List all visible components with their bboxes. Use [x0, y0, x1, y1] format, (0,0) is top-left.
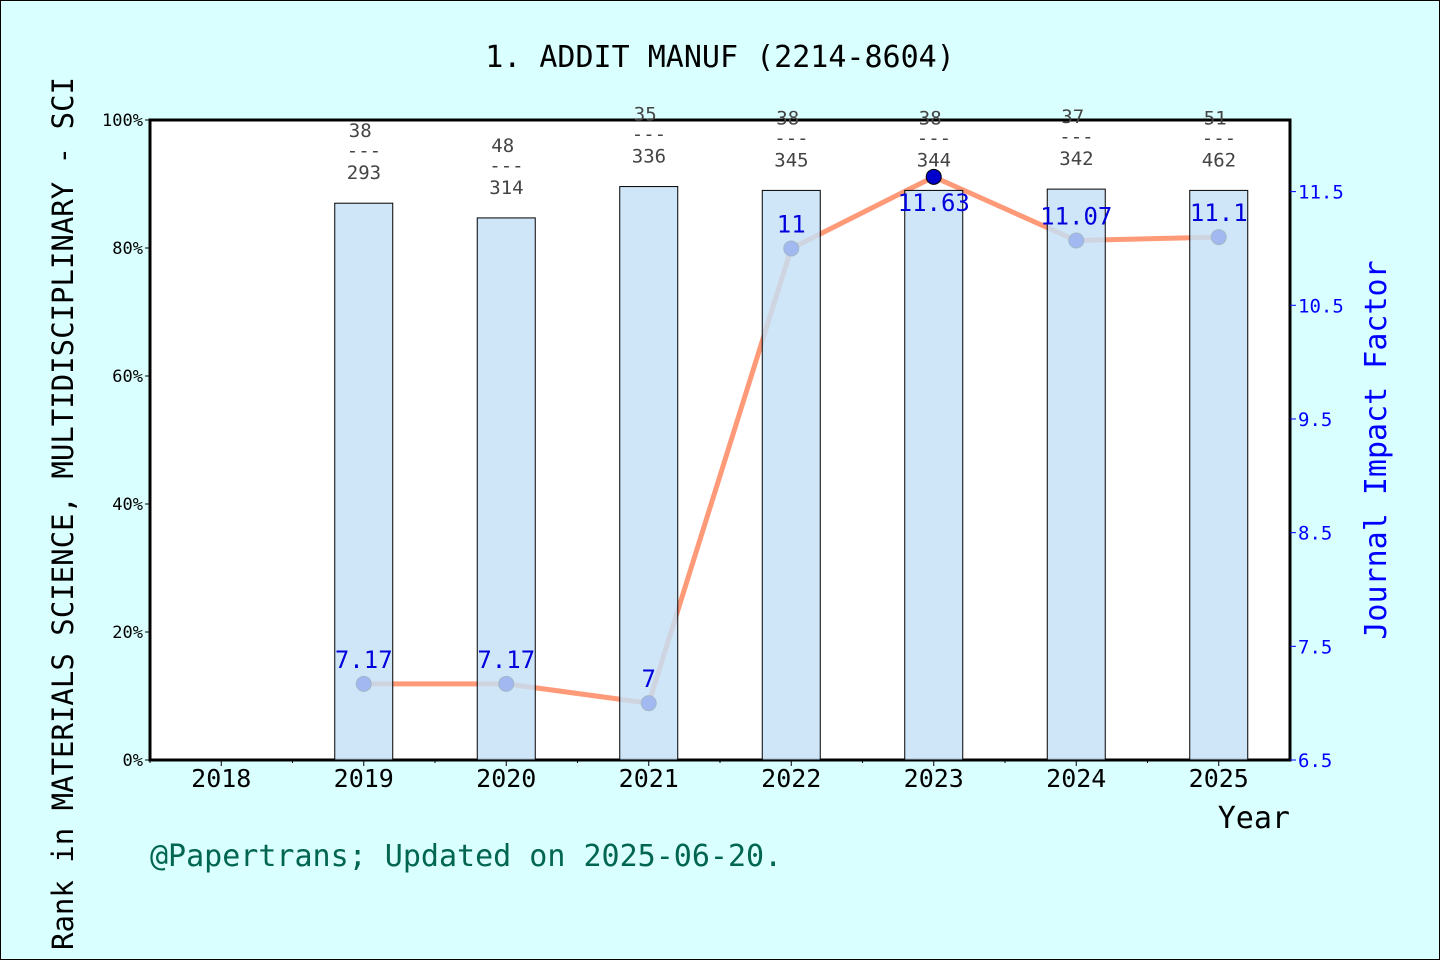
impact-factor-label: 11.63 [898, 189, 970, 217]
rank-label: 38 [776, 107, 799, 129]
impact-factor-point [925, 168, 942, 185]
rank-label: 48 [491, 135, 514, 157]
rank-bar [619, 186, 679, 761]
y-right-tick-label: 11.5 [1298, 182, 1344, 204]
y-right-tick-label: 10.5 [1298, 295, 1344, 317]
rank-divider: --- [1202, 127, 1236, 149]
y-left-tick-label: 40% [112, 495, 143, 515]
x-tick-label: 2019 [334, 764, 394, 793]
y-right-tick-label: 7.5 [1298, 636, 1332, 658]
impact-factor-label: 7 [642, 665, 656, 693]
y-left-tick-label: 80% [112, 239, 143, 259]
total-label: 462 [1202, 149, 1236, 171]
x-tick-label: 2021 [619, 764, 679, 793]
y-right-tick-label: 6.5 [1298, 750, 1332, 772]
y-right-tick-label: 8.5 [1298, 523, 1332, 545]
rank-label: 35 [634, 104, 657, 126]
total-label: 336 [632, 146, 666, 168]
y-left-tick-label: 0% [123, 751, 143, 771]
y-left-tick-label: 60% [112, 367, 143, 387]
total-label: 344 [917, 149, 951, 171]
rank-divider: --- [347, 140, 381, 162]
rank-label: 38 [349, 120, 372, 142]
total-label: 314 [489, 177, 523, 199]
plot-area [148, 118, 1292, 762]
total-label: 293 [347, 162, 381, 184]
rank-bar [334, 202, 394, 761]
impact-factor-label: 11.07 [1040, 202, 1112, 230]
rank-label: 51 [1204, 107, 1227, 129]
rank-label: 38 [919, 107, 942, 129]
y-right-tick-label: 9.5 [1298, 409, 1332, 431]
rank-bar [1046, 188, 1106, 761]
x-tick-label: 2020 [476, 764, 536, 793]
y-axis-left-label: Rank in MATERIALS SCIENCE, MULTIDISCIPLI… [46, 77, 80, 950]
rank-bar [761, 189, 821, 761]
x-tick-label: 2024 [1046, 764, 1106, 793]
x-tick-label: 2022 [761, 764, 821, 793]
x-tick-label: 2025 [1189, 764, 1249, 793]
rank-bar [1189, 189, 1249, 761]
rank-divider: --- [917, 127, 951, 149]
rank-divider: --- [632, 124, 666, 146]
rank-divider: --- [489, 155, 523, 177]
y-left-tick-label: 20% [112, 623, 143, 643]
x-tick-label: 2018 [191, 764, 251, 793]
footer-credit: @Papertrans; Updated on 2025-06-20. [150, 839, 782, 874]
y-left-tick-label: 100% [102, 111, 143, 131]
impact-factor-label: 11.1 [1190, 199, 1248, 227]
x-axis-label: Year [1218, 801, 1290, 836]
rank-label: 37 [1061, 106, 1084, 128]
y-axis-right-label: Journal Impact Factor [1359, 260, 1394, 639]
rank-bar [904, 189, 964, 761]
chart-title: 1. ADDIT MANUF (2214-8604) [485, 40, 955, 75]
x-tick-label: 2023 [904, 764, 964, 793]
impact-factor-label: 7.17 [477, 646, 535, 674]
total-label: 342 [1059, 148, 1093, 170]
total-label: 345 [774, 149, 808, 171]
impact-factor-label: 7.17 [335, 646, 393, 674]
rank-divider: --- [774, 127, 808, 149]
impact-factor-label: 11 [777, 210, 806, 238]
rank-divider: --- [1059, 126, 1093, 148]
rank-bar [476, 217, 536, 761]
